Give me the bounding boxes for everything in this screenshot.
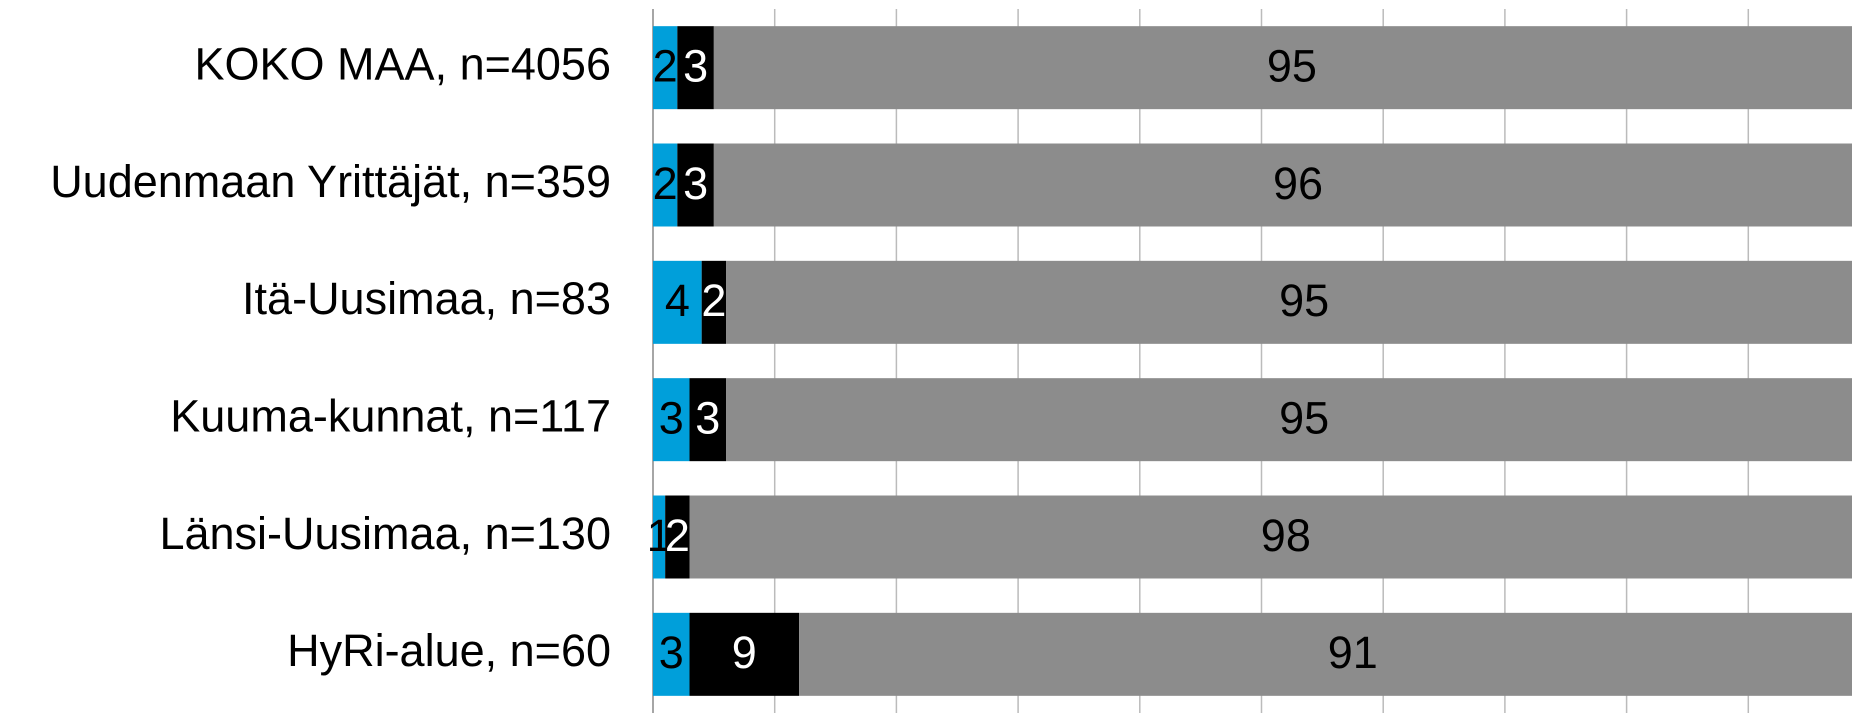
- data-label: 2: [653, 158, 678, 209]
- y-tick-label: HyRi-alue, n=60: [287, 625, 611, 676]
- data-label: 95: [1279, 393, 1329, 444]
- data-label: 95: [1279, 275, 1329, 326]
- data-label: 95: [1267, 41, 1317, 92]
- bar-segment: [701, 260, 727, 344]
- bar-segment: [713, 26, 1852, 110]
- bar-segment: [653, 143, 678, 227]
- y-tick-label: Länsi-Uusimaa, n=130: [159, 508, 611, 559]
- bar-segment: [689, 378, 727, 462]
- data-label: 9: [732, 627, 757, 678]
- bar-segment: [713, 143, 1852, 227]
- data-label: 3: [683, 41, 708, 92]
- y-tick-label: Uudenmaan Yrittäjät, n=359: [50, 156, 611, 207]
- data-label: 4: [665, 275, 690, 326]
- bar-segment: [653, 26, 678, 110]
- data-label: 2: [665, 510, 690, 561]
- data-label: 2: [701, 275, 726, 326]
- bar-segment: [799, 612, 1852, 696]
- bar-segment: [653, 260, 702, 344]
- bar-segment: [677, 143, 714, 227]
- y-tick-label: Kuuma-kunnat, n=117: [170, 391, 611, 442]
- data-label: 3: [683, 158, 708, 209]
- bar-segment: [689, 612, 800, 696]
- bar-segment: [689, 495, 1852, 579]
- data-label: 2: [653, 41, 678, 92]
- bar-segment: [726, 378, 1852, 462]
- data-label: 91: [1328, 627, 1378, 678]
- bar-segment: [653, 495, 666, 579]
- data-label: 98: [1261, 510, 1311, 561]
- bar-segment: [653, 378, 690, 462]
- data-label: 3: [659, 627, 684, 678]
- data-label: 3: [659, 393, 684, 444]
- data-label: 3: [695, 393, 720, 444]
- bar-segment: [726, 260, 1852, 344]
- y-tick-label: KOKO MAA, n=4056: [195, 39, 611, 90]
- data-label: 96: [1273, 158, 1323, 209]
- bar-segment: [653, 612, 690, 696]
- y-tick-label: Itä-Uusimaa, n=83: [242, 273, 611, 324]
- bar-segment: [665, 495, 690, 579]
- bar-segment: [677, 26, 714, 110]
